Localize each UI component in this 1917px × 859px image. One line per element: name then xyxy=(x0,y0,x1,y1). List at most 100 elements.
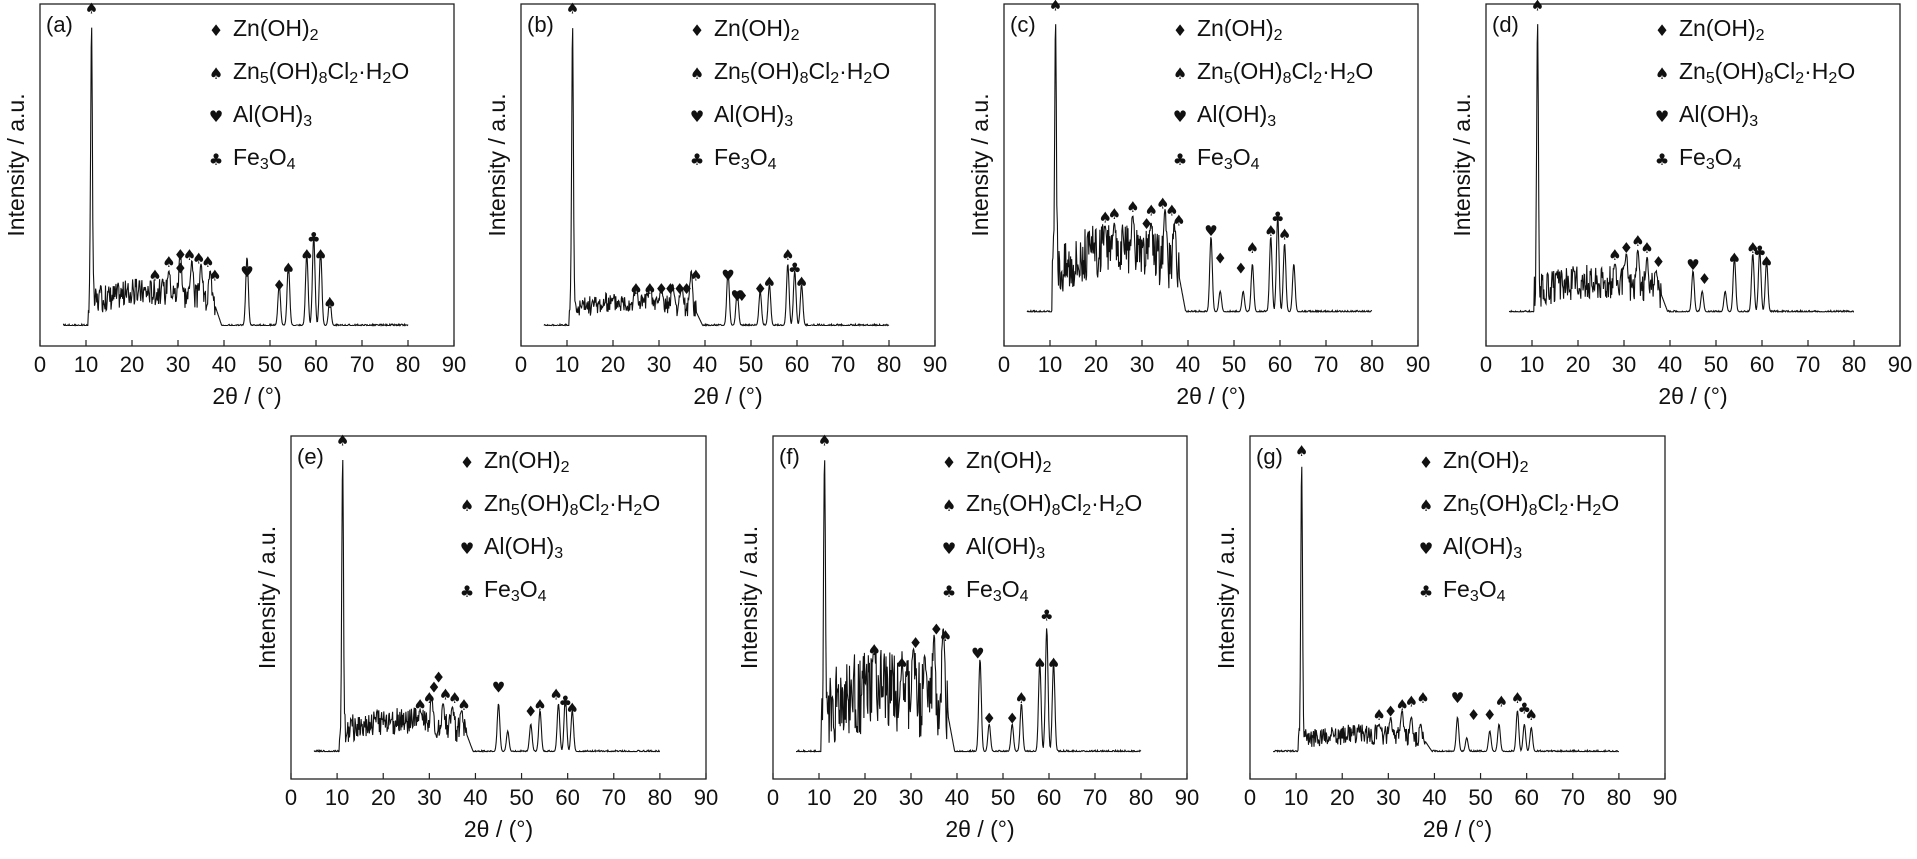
legend: ♦ Zn(OH)2 ♠ Zn5(OH)8Cl2·H2O ♥ Al(OH)3 ♣ Fe3O4 xyxy=(1173,15,1373,173)
x-tick-label: 40 xyxy=(693,352,717,377)
x-tick-label: 40 xyxy=(463,785,487,810)
phase-marker: ♠ xyxy=(533,696,546,714)
legend-entry: Al(OH)3 xyxy=(966,533,1045,562)
phase-marker: ♠ xyxy=(629,280,642,298)
xrd-trace xyxy=(1273,466,1619,753)
x-tick-label: 0 xyxy=(767,785,779,810)
x-axis-title: 2θ / (°) xyxy=(1658,383,1727,409)
x-axis-title: 2θ / (°) xyxy=(464,816,533,842)
legend-entry: Fe3O4 xyxy=(966,576,1029,605)
x-tick-label: 20 xyxy=(120,352,144,377)
x-tick-label: 60 xyxy=(785,352,809,377)
phase-marker: ♠ xyxy=(895,655,908,673)
phase-marker: ♦ xyxy=(1140,215,1153,233)
legend-symbol: ♥ xyxy=(942,539,956,558)
phase-marker: ♦ xyxy=(174,246,187,264)
phase-marker: ♦ xyxy=(1698,270,1711,288)
x-tick-label: 20 xyxy=(1566,352,1590,377)
phase-marker: ♠ xyxy=(1760,253,1773,271)
phase-marker: ♠ xyxy=(1278,225,1291,243)
phase-marker: ♠ xyxy=(1049,0,1062,14)
xrd-trace xyxy=(1026,24,1373,314)
phase-marker: ♠ xyxy=(1246,239,1259,257)
x-tick-label: 80 xyxy=(1360,352,1384,377)
x-tick-label: 60 xyxy=(1268,352,1292,377)
phase-marker: ♠ xyxy=(192,249,205,267)
legend-entry: Zn5(OH)8Cl2·H2O xyxy=(714,58,890,87)
phase-marker: ♥ xyxy=(1686,256,1699,274)
legend-symbol: ♠ xyxy=(690,64,704,83)
legend-symbol: ♦ xyxy=(460,453,474,472)
x-tick-label: 60 xyxy=(1514,785,1538,810)
phase-marker: ♠ xyxy=(1126,198,1139,216)
legend-entry: Zn(OH)2 xyxy=(714,15,800,44)
legend-entry: Zn5(OH)8Cl2·H2O xyxy=(484,490,660,519)
legend-entry: Fe3O4 xyxy=(714,144,777,173)
legend-entry: Al(OH)3 xyxy=(714,101,793,130)
phase-marker: ♦ xyxy=(655,280,668,298)
x-tick-label: 60 xyxy=(304,352,328,377)
legend-entry: Fe3O4 xyxy=(1197,144,1260,173)
x-tick-label: 90 xyxy=(442,352,466,377)
x-tick-label: 70 xyxy=(1314,352,1338,377)
phase-marker: ♠ xyxy=(1631,232,1644,250)
xrd-trace xyxy=(543,28,890,327)
x-tick-label: 50 xyxy=(739,352,763,377)
phase-marker: ♠ xyxy=(818,432,831,450)
x-tick-label: 80 xyxy=(648,785,672,810)
legend-symbol: ♦ xyxy=(209,21,223,40)
x-tick-label: 60 xyxy=(1750,352,1774,377)
phase-marker: ♦ xyxy=(524,703,537,721)
phase-marker: ♠ xyxy=(1144,201,1157,219)
plot-frame xyxy=(290,435,707,780)
x-tick-label: 0 xyxy=(1480,352,1492,377)
x-tick-label: 80 xyxy=(877,352,901,377)
phase-marker: ♠ xyxy=(549,686,562,704)
y-axis-title: Intensity / a.u. xyxy=(967,93,993,236)
phase-marker: ♥ xyxy=(1451,689,1464,707)
x-tick-label: 70 xyxy=(831,352,855,377)
phase-marker: ♦ xyxy=(174,260,187,278)
phase-marker: ♠ xyxy=(1098,208,1111,226)
phase-marker: ♥ xyxy=(971,644,984,662)
phase-marker: ♦ xyxy=(1652,253,1665,271)
phase-marker: ♠ xyxy=(1172,212,1185,230)
phase-marker: ♠ xyxy=(1156,195,1169,213)
phase-marker: ♠ xyxy=(162,253,175,271)
legend-entry: Zn5(OH)8Cl2·H2O xyxy=(233,58,409,87)
x-tick-label: 60 xyxy=(555,785,579,810)
legend: ♦ Zn(OH)2 ♠ Zn5(OH)8Cl2·H2O ♥ Al(OH)3 ♣ Fe3O4 xyxy=(209,15,409,173)
phase-marker: ♠ xyxy=(1416,689,1429,707)
phase-marker: ♠ xyxy=(1495,692,1508,710)
phase-marker: ♥ xyxy=(730,287,743,305)
phase-marker: ♦ xyxy=(680,280,693,298)
x-tick-label: 60 xyxy=(1037,785,1061,810)
y-axis-title: Intensity / a.u. xyxy=(736,526,762,669)
phase-marker: ♠ xyxy=(1640,239,1653,257)
phase-marker: ♠ xyxy=(643,280,656,298)
xrd-panel: 0 10 20 30 40 50 60 70 80 90 2θ / (°) Intensity / a… xyxy=(3,0,466,409)
phase-marker: ♦ xyxy=(982,710,995,728)
legend: ♦ Zn(OH)2 ♠ Zn5(OH)8Cl2·H2O ♥ Al(OH)3 ♣ Fe3O4 xyxy=(690,15,890,173)
x-tick-label: 10 xyxy=(74,352,98,377)
phase-marker: ♥ xyxy=(492,679,505,697)
phase-marker: ♠ xyxy=(208,266,221,284)
phase-marker: ♠ xyxy=(183,246,196,264)
legend-symbol: ♣ xyxy=(1419,582,1433,601)
phase-marker: ♠ xyxy=(1395,696,1408,714)
x-tick-label: 40 xyxy=(1176,352,1200,377)
legend-entry: Zn5(OH)8Cl2·H2O xyxy=(1197,58,1373,87)
phase-marker: ♠ xyxy=(1728,249,1741,267)
plot-frame xyxy=(1003,3,1419,347)
phase-marker: ♠ xyxy=(448,689,461,707)
xrd-panel: 0 10 20 30 40 50 60 70 80 90 2θ / (°) Intensity / a… xyxy=(1213,435,1677,842)
legend-entry: Zn(OH)2 xyxy=(233,15,319,44)
phase-marker: ♠ xyxy=(457,696,470,714)
phase-marker: ♣ xyxy=(307,229,320,247)
x-tick-label: 30 xyxy=(899,785,923,810)
phase-marker: ♠ xyxy=(439,686,452,704)
x-tick-label: 50 xyxy=(1468,785,1492,810)
phase-marker: ♠ xyxy=(1108,205,1121,223)
legend-symbol: ♣ xyxy=(942,582,956,601)
